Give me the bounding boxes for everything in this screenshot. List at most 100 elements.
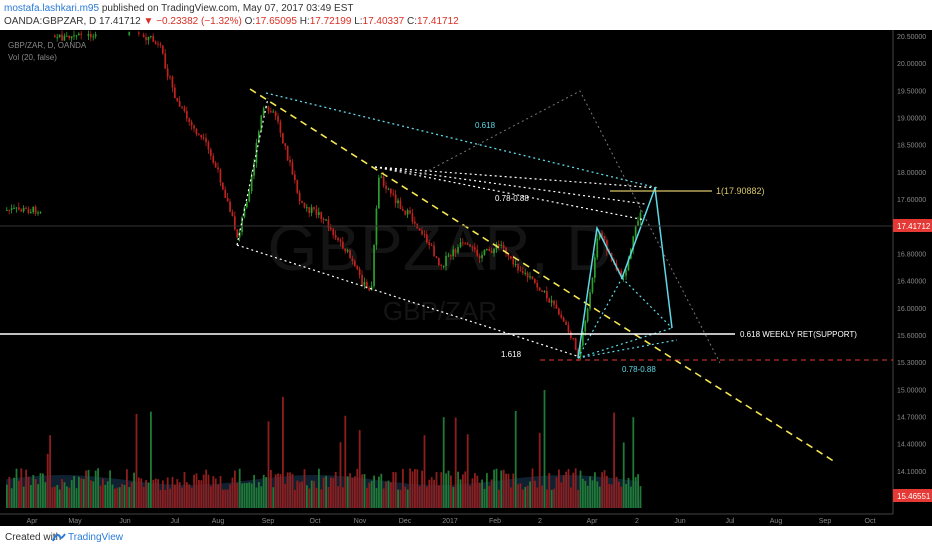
channel-lower-line[interactable] — [236, 244, 581, 358]
candle-body — [514, 264, 517, 266]
down-arrow-icon: ▼ — [143, 16, 154, 27]
candle-body — [318, 212, 320, 215]
volume-bar — [390, 482, 392, 508]
candle-body — [241, 217, 243, 233]
volume-bar — [166, 477, 169, 508]
candle-body — [32, 206, 35, 213]
candle-body — [277, 116, 279, 122]
candle-body — [262, 108, 265, 116]
volume-bar — [61, 479, 63, 508]
candle-body — [267, 106, 270, 112]
volume-bar — [366, 487, 368, 508]
volume-bar — [42, 473, 44, 508]
candle-body — [562, 317, 565, 322]
cyan-top-line[interactable] — [265, 92, 659, 189]
y-tick-label: 16.80000 — [897, 251, 926, 258]
candle-body — [351, 258, 354, 262]
channel-left-line[interactable] — [236, 97, 269, 246]
watermark-symbol: GBPZAR, D — [268, 212, 613, 284]
volume-bar — [337, 486, 339, 508]
candle-body — [560, 314, 563, 318]
fan-line-3[interactable] — [374, 166, 646, 221]
x-tick-label: 2 — [538, 518, 542, 525]
volume-bar — [579, 470, 582, 508]
chart-area[interactable]: GBPZAR, D GBP/ZAR — [0, 30, 932, 526]
volume-bar — [49, 435, 51, 508]
candle-body — [274, 111, 277, 117]
symbol-label[interactable]: OANDA:GBPZAR, D — [4, 16, 97, 27]
candle-body — [34, 206, 37, 214]
volume-bar — [298, 482, 301, 508]
candle-body — [176, 98, 179, 101]
volume-bar — [154, 478, 157, 508]
candle-body — [303, 202, 306, 208]
volume-bar — [63, 482, 66, 508]
x-tick-label: 2017 — [442, 518, 458, 525]
fan-line-2[interactable] — [374, 166, 646, 205]
volume-bar — [176, 479, 179, 508]
volume-bar — [361, 474, 363, 508]
cyan-dotted-2[interactable] — [577, 327, 673, 359]
volume-bar — [500, 470, 503, 508]
cyan-dotted-4[interactable] — [621, 277, 673, 329]
drawings — [0, 88, 893, 463]
volume-bar — [15, 468, 18, 508]
candle-body — [202, 137, 205, 139]
author-link[interactable]: mostafa.lashkari.m95 — [4, 3, 100, 14]
volume-bar — [133, 472, 135, 508]
candle-body — [171, 76, 174, 88]
fan-line-1[interactable] — [374, 166, 659, 189]
yellow-trendline[interactable] — [249, 88, 836, 463]
candle-body — [459, 242, 462, 248]
candle-body — [586, 308, 589, 322]
candle-body — [402, 208, 404, 211]
high-value: 17.72199 — [309, 16, 352, 27]
candle-body — [370, 286, 373, 291]
volume-bar — [217, 484, 219, 508]
volume-bar — [586, 485, 589, 508]
candle-body — [486, 249, 488, 251]
volume-bar — [320, 489, 323, 508]
price-chart[interactable]: GBPZAR, D GBP/ZAR — [0, 30, 932, 526]
volume-bar — [553, 488, 555, 508]
volume-bar — [399, 489, 402, 508]
volume-bar — [306, 485, 308, 508]
candle-body — [510, 256, 512, 259]
volume-bar — [234, 470, 236, 508]
tradingview-brand[interactable]: TradingView — [68, 532, 124, 543]
candle-body — [584, 321, 587, 332]
watermark-sub: GBP/ZAR — [383, 296, 497, 326]
volume-bar — [598, 486, 601, 508]
candle-body — [58, 34, 61, 38]
candle-body — [536, 282, 539, 288]
grey-triangle[interactable] — [419, 90, 721, 364]
volume-bar — [351, 478, 354, 508]
volume-bar — [555, 477, 558, 508]
candle-body — [567, 324, 570, 333]
y-tick-label: 19.50000 — [897, 88, 926, 95]
volume-bar — [488, 486, 491, 508]
time-axis[interactable]: Apr May Jun Jul Aug Sep Oct Nov Dec 2017 Feb 2 Apr 2 J… — [27, 518, 876, 525]
volume-bar — [13, 477, 15, 508]
candle-body — [452, 249, 455, 257]
volume-bar — [198, 480, 200, 508]
volume-bar — [584, 480, 587, 508]
cyan-dotted-3[interactable] — [577, 339, 678, 359]
cyan-dotted-1[interactable] — [577, 277, 623, 359]
candle-body — [538, 287, 541, 291]
volume-bar — [70, 480, 73, 508]
volume-bar — [258, 482, 260, 508]
volume-bar — [289, 472, 291, 508]
open-label: O: — [244, 16, 256, 27]
volume-bar — [18, 480, 20, 508]
volume-bar — [490, 479, 493, 508]
volume-bar — [30, 485, 32, 508]
candle-body — [558, 308, 560, 315]
volume-bar — [618, 481, 620, 508]
candle-body — [154, 41, 157, 44]
candle-body — [512, 258, 515, 265]
volume-bar — [159, 489, 162, 508]
volume-bar — [260, 486, 263, 508]
candle-body — [541, 290, 543, 292]
volume-bar — [66, 486, 68, 508]
